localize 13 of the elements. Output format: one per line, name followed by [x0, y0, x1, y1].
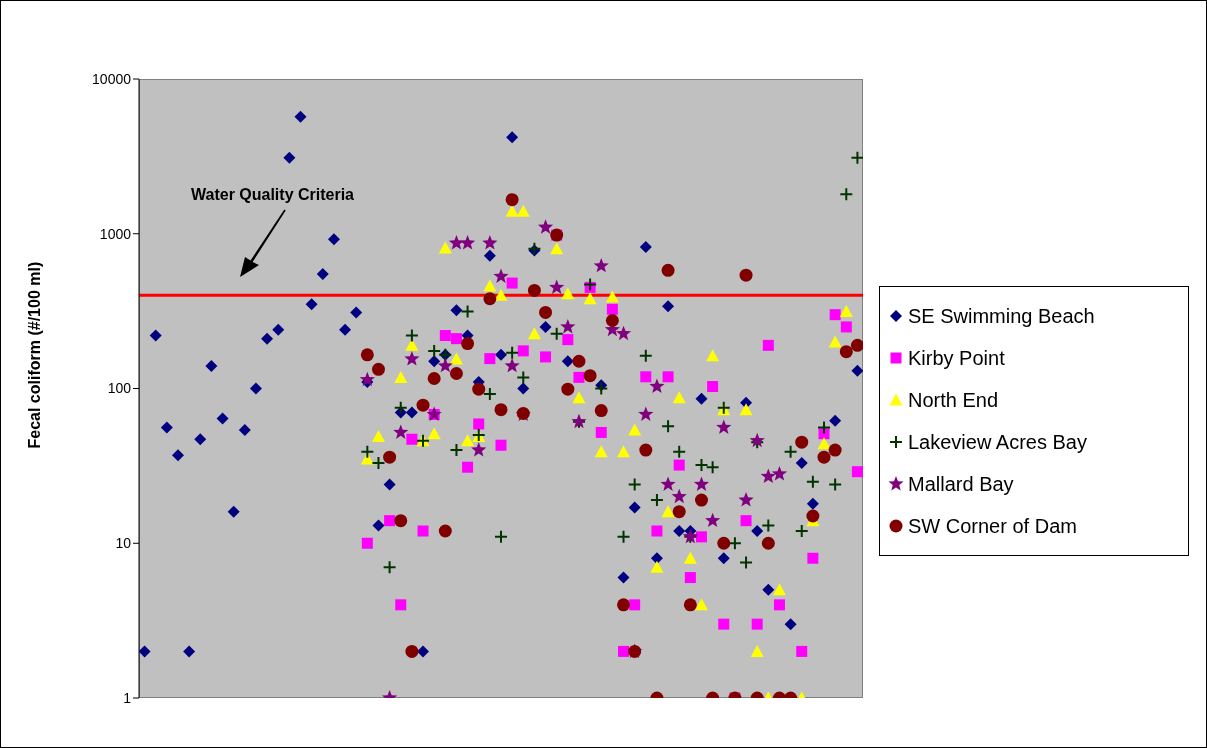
- y-axis-title: Fecal coliform (#/100 ml): [25, 261, 43, 449]
- y-tick-label: 1: [123, 689, 132, 706]
- legend-label: Lakeview Acres Bay: [908, 430, 1087, 454]
- legend-label: Kirby Point: [908, 346, 1005, 370]
- legend-label: Mallard Bay: [908, 472, 1014, 496]
- annotation: Water Quality Criteria: [191, 186, 355, 204]
- legend-label: SW Corner of Dam: [908, 514, 1077, 538]
- y-tick-label: 10: [115, 535, 132, 552]
- legend-label: SE Swimming Beach: [908, 304, 1095, 328]
- y-tick-label: 10000: [92, 70, 132, 87]
- y-tick-label: 1000: [99, 225, 132, 242]
- y-tick-label: 100: [107, 380, 132, 397]
- legend-label: North End: [908, 388, 999, 412]
